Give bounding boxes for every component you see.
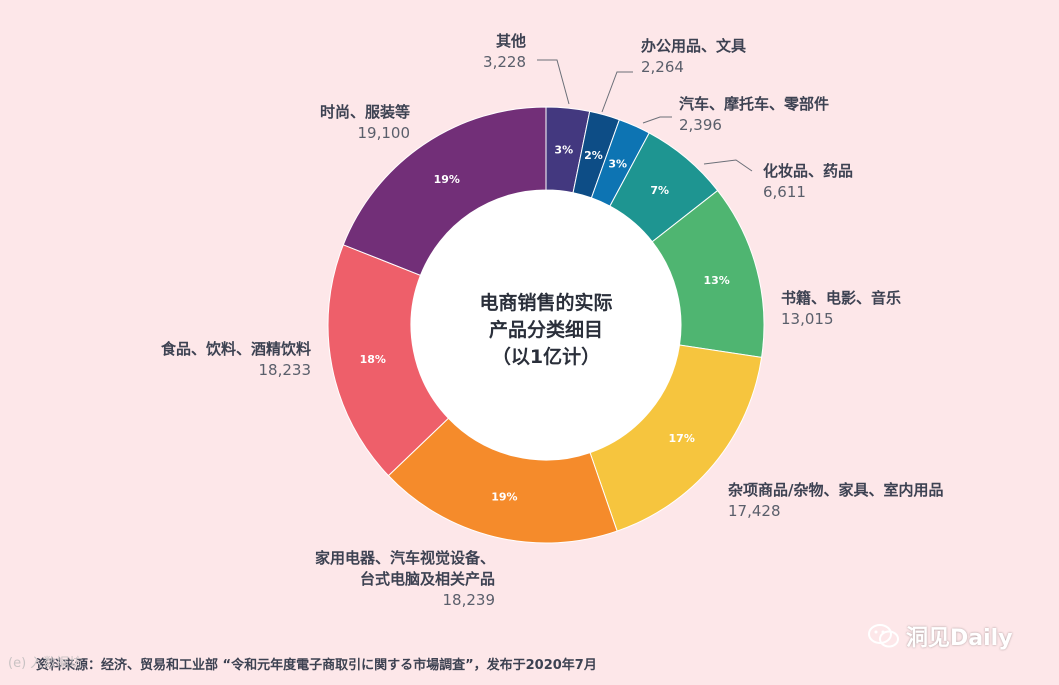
slice-value-label-4: 6,611: [763, 183, 806, 201]
center-title-line-3: （以1亿计）: [492, 345, 600, 368]
corner-watermark: (e) 入数据坊: [8, 656, 83, 671]
source-note: 资料来源：经济、贸易和工业部 “令和元年度電子商取引に関する市場調査”，发布于2…: [36, 658, 597, 673]
slice-labels: 其他 3,228 办公用品、文具 2,264 汽车、摩托车、零部件 2,396 化妆品、药品…: [161, 32, 944, 609]
slice-pct-label-1: 3%: [554, 143, 573, 156]
percent-labels: 3% 2% 3% 7% 13% 17% 19% 18% 19%: [360, 143, 730, 503]
slice-value-label-1: 3,228: [483, 53, 526, 71]
slice-name-label-7: 台式电脑及相关产品: [360, 570, 495, 588]
leader-line-3: [642, 116, 672, 124]
leader-lines: [537, 59, 753, 172]
slice-name-label-8: 食品、饮料、酒精饮料: [161, 340, 311, 358]
wechat-icon: [868, 624, 899, 648]
slice-name-label-3: 汽车、摩托车、零部件: [679, 95, 829, 113]
slice-value-label-5: 13,015: [781, 310, 834, 328]
watermark-text: 洞见Daily: [906, 626, 1013, 651]
slice-pct-label-4: 7%: [650, 184, 669, 197]
leader-line-1: [537, 59, 570, 105]
slice-value-label-2: 2,264: [641, 58, 684, 76]
slice-name-label-7: 家用电器、汽车视觉设备、: [315, 549, 495, 567]
center-title-line-1: 电商销售的实际: [479, 291, 612, 314]
slice-value-label-7: 18,239: [443, 591, 496, 609]
slice-pct-label-6: 17%: [669, 432, 695, 445]
slice-pct-label-5: 13%: [704, 274, 730, 287]
center-title: 电商销售的实际 产品分类细目 （以1亿计）: [479, 291, 612, 368]
slice-pct-label-7: 19%: [491, 491, 517, 504]
slice-value-label-6: 17,428: [728, 502, 781, 520]
slice-name-label-9: 时尚、服装等: [320, 103, 410, 121]
leader-line-4: [703, 159, 753, 172]
slice-pct-label-2: 2%: [584, 149, 603, 162]
slice-value-label-8: 18,233: [259, 361, 312, 379]
slice-pct-label-9: 19%: [434, 173, 460, 186]
slice-name-label-2: 办公用品、文具: [641, 37, 746, 55]
slice-name-label-4: 化妆品、药品: [763, 162, 853, 180]
slice-pct-label-8: 18%: [360, 353, 386, 366]
slice-name-label-5: 书籍、电影、音乐: [781, 289, 901, 307]
center-title-line-2: 产品分类细目: [489, 318, 603, 341]
donut-slices: [327, 106, 765, 544]
slice-pct-label-3: 3%: [608, 158, 627, 171]
slice-name-label-6: 杂项商品/杂物、家具、室内用品: [728, 481, 943, 499]
donut-hole: [411, 190, 681, 460]
slice-value-label-9: 19,100: [358, 124, 411, 142]
slice-name-label-1: 其他: [496, 32, 526, 50]
watermark: 洞见Daily: [868, 620, 1013, 652]
leader-line-2: [601, 71, 633, 113]
slice-value-label-3: 2,396: [679, 116, 722, 134]
